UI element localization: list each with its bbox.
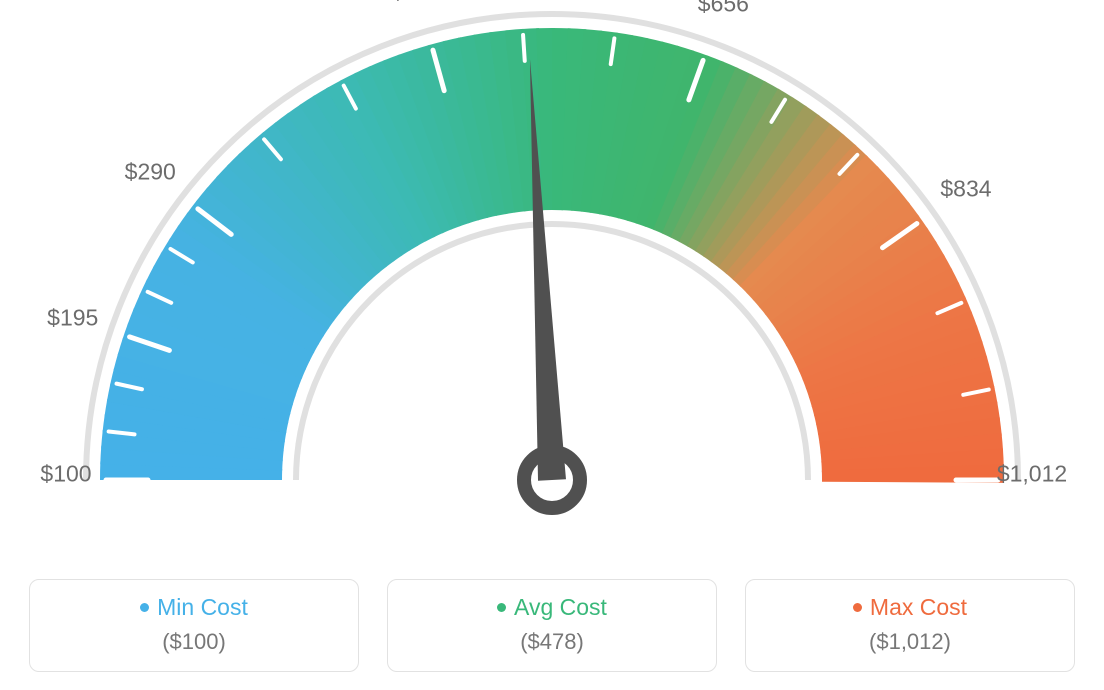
- legend-value-max: ($1,012): [746, 629, 1074, 655]
- legend-dot-max: [853, 603, 862, 612]
- legend-title-max-text: Max Cost: [870, 594, 967, 621]
- legend-dot-min: [140, 603, 149, 612]
- cost-gauge-chart: $100 $195 $290 $478 $656 $834 $1,012 Min Cost …: [0, 0, 1104, 690]
- gauge-svg: [0, 0, 1104, 560]
- gauge-tick-label: $100: [40, 461, 91, 488]
- legend-card-max: Max Cost ($1,012): [745, 579, 1075, 672]
- gauge-tick-label: $656: [698, 0, 749, 17]
- legend-title-min: Min Cost: [140, 594, 248, 621]
- legend-dot-avg: [497, 603, 506, 612]
- legend-value-min: ($100): [30, 629, 358, 655]
- legend-row: Min Cost ($100) Avg Cost ($478) Max Cost…: [0, 579, 1104, 672]
- legend-title-avg: Avg Cost: [497, 594, 607, 621]
- legend-card-avg: Avg Cost ($478): [387, 579, 717, 672]
- gauge-tick-label: $195: [47, 304, 98, 331]
- legend-title-max: Max Cost: [853, 594, 967, 621]
- gauge-tick-label: $478: [391, 0, 442, 6]
- gauge-tick-label: $290: [125, 159, 176, 186]
- legend-title-min-text: Min Cost: [157, 594, 248, 621]
- legend-value-avg: ($478): [388, 629, 716, 655]
- gauge-tick-label: $1,012: [997, 461, 1067, 488]
- legend-card-min: Min Cost ($100): [29, 579, 359, 672]
- legend-title-avg-text: Avg Cost: [514, 594, 607, 621]
- gauge-tick-label: $834: [940, 176, 991, 203]
